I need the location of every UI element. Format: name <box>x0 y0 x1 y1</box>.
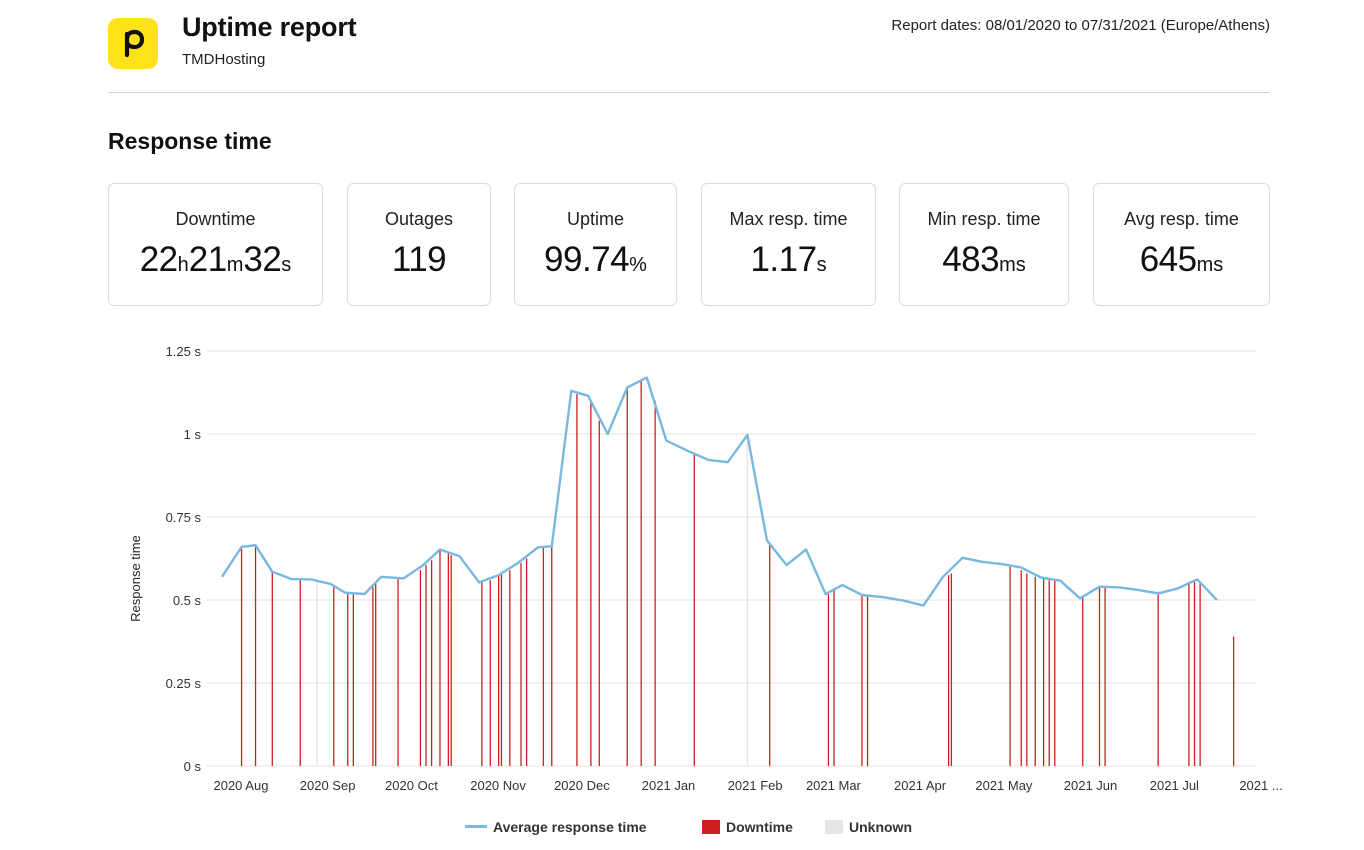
legend-box-swatch <box>825 819 843 834</box>
app-logo <box>108 18 158 69</box>
page-title: Uptime report <box>182 12 357 42</box>
y-tick-label: 0 s <box>184 759 202 774</box>
stat-card-avg-resp: Avg resp. time 645ms <box>1093 183 1270 306</box>
stat-label: Max resp. time <box>729 209 848 229</box>
x-tick-label: 2021 Jan <box>642 778 696 793</box>
section-title: Response time <box>108 128 272 154</box>
report-dates: Report dates: 08/01/2020 to 07/31/2021 (… <box>891 17 1270 34</box>
y-tick-label: 1 s <box>184 427 202 442</box>
stat-card-downtime: Downtime 22h21m32s <box>108 183 323 306</box>
stat-unit: h <box>177 254 189 276</box>
legend-item-unknown[interactable]: Unknown <box>825 819 912 835</box>
x-tick-label: 2021 Apr <box>894 778 947 793</box>
stat-label: Outages <box>384 209 454 229</box>
stat-value-hours: 22 <box>139 240 178 279</box>
average-response-line <box>220 376 1218 607</box>
x-tick-label: 2021 Mar <box>806 778 862 793</box>
stat-label: Uptime <box>566 209 624 229</box>
legend-box-swatch <box>702 819 720 834</box>
stat-value-number: 119 <box>391 240 447 279</box>
stat-unit: m <box>226 254 244 276</box>
y-tick-label: 0.25 s <box>166 676 202 691</box>
stat-card-outages: Outages 119 <box>347 183 491 306</box>
x-tick-label: 2021 Jul <box>1150 778 1199 793</box>
y-tick-label: 1.25 s <box>166 344 202 359</box>
x-tick-label: 2020 Aug <box>213 778 268 793</box>
legend-label: Downtime <box>726 819 793 835</box>
stat-value: 483ms <box>900 240 1068 280</box>
legend-item-downtime[interactable]: Downtime <box>702 819 793 835</box>
stat-value: 22h21m32s <box>109 240 322 280</box>
y-tick-label: 0.75 s <box>166 510 202 525</box>
stat-card-min-resp: Min resp. time 483ms <box>899 183 1069 306</box>
stat-value-number: 1.17 <box>750 240 817 279</box>
stat-value-seconds: 32 <box>243 240 282 279</box>
y-tick-label: 0.5 s <box>173 593 202 608</box>
legend-label: Unknown <box>849 819 912 835</box>
response-time-chart: 0 s 0.25 s 0.5 s 0.75 s 1 s 1.25 s Response ti… <box>128 344 1283 793</box>
x-tick-label: 2021 Feb <box>728 778 783 793</box>
x-tick-label: 2021 ... <box>1239 778 1282 793</box>
x-tick-label: 2020 Oct <box>385 778 438 793</box>
x-tick-label: 2020 Dec <box>554 778 610 793</box>
header-divider <box>108 92 1269 93</box>
stat-unit: s <box>281 254 292 276</box>
legend-item-average[interactable]: Average response time <box>465 819 647 835</box>
stat-value-number: 483 <box>942 240 1000 279</box>
y-axis-title: Response time <box>128 535 143 622</box>
stat-card-max-resp: Max resp. time 1.17s <box>701 183 876 306</box>
stat-value: 119 <box>348 240 490 280</box>
stat-value-number: 99.74 <box>544 240 630 279</box>
stat-unit: ms <box>1196 254 1224 276</box>
x-tick-label: 2020 Sep <box>300 778 356 793</box>
legend-line-swatch <box>465 825 487 829</box>
stat-value-minutes: 21 <box>188 240 227 279</box>
stat-value-number: 645 <box>1139 240 1197 279</box>
stat-unit: ms <box>999 254 1026 276</box>
stat-value: 99.74% <box>515 240 676 280</box>
stat-unit: s <box>816 254 827 276</box>
x-tick-label: 2021 May <box>975 778 1033 793</box>
legend-label: Average response time <box>493 819 647 835</box>
site-name: TMDHosting <box>182 51 266 68</box>
x-tick-label: 2020 Nov <box>470 778 526 793</box>
stat-value: 1.17s <box>702 240 875 280</box>
pingdom-p-logo-icon <box>124 29 145 58</box>
stat-label: Min resp. time <box>927 209 1041 229</box>
x-tick-label: 2021 Jun <box>1064 778 1118 793</box>
stat-unit: % <box>629 254 647 276</box>
stat-label: Downtime <box>175 209 256 229</box>
stat-card-uptime: Uptime 99.74% <box>514 183 677 306</box>
stat-label: Avg resp. time <box>1124 209 1239 229</box>
stat-value: 645ms <box>1094 240 1269 280</box>
